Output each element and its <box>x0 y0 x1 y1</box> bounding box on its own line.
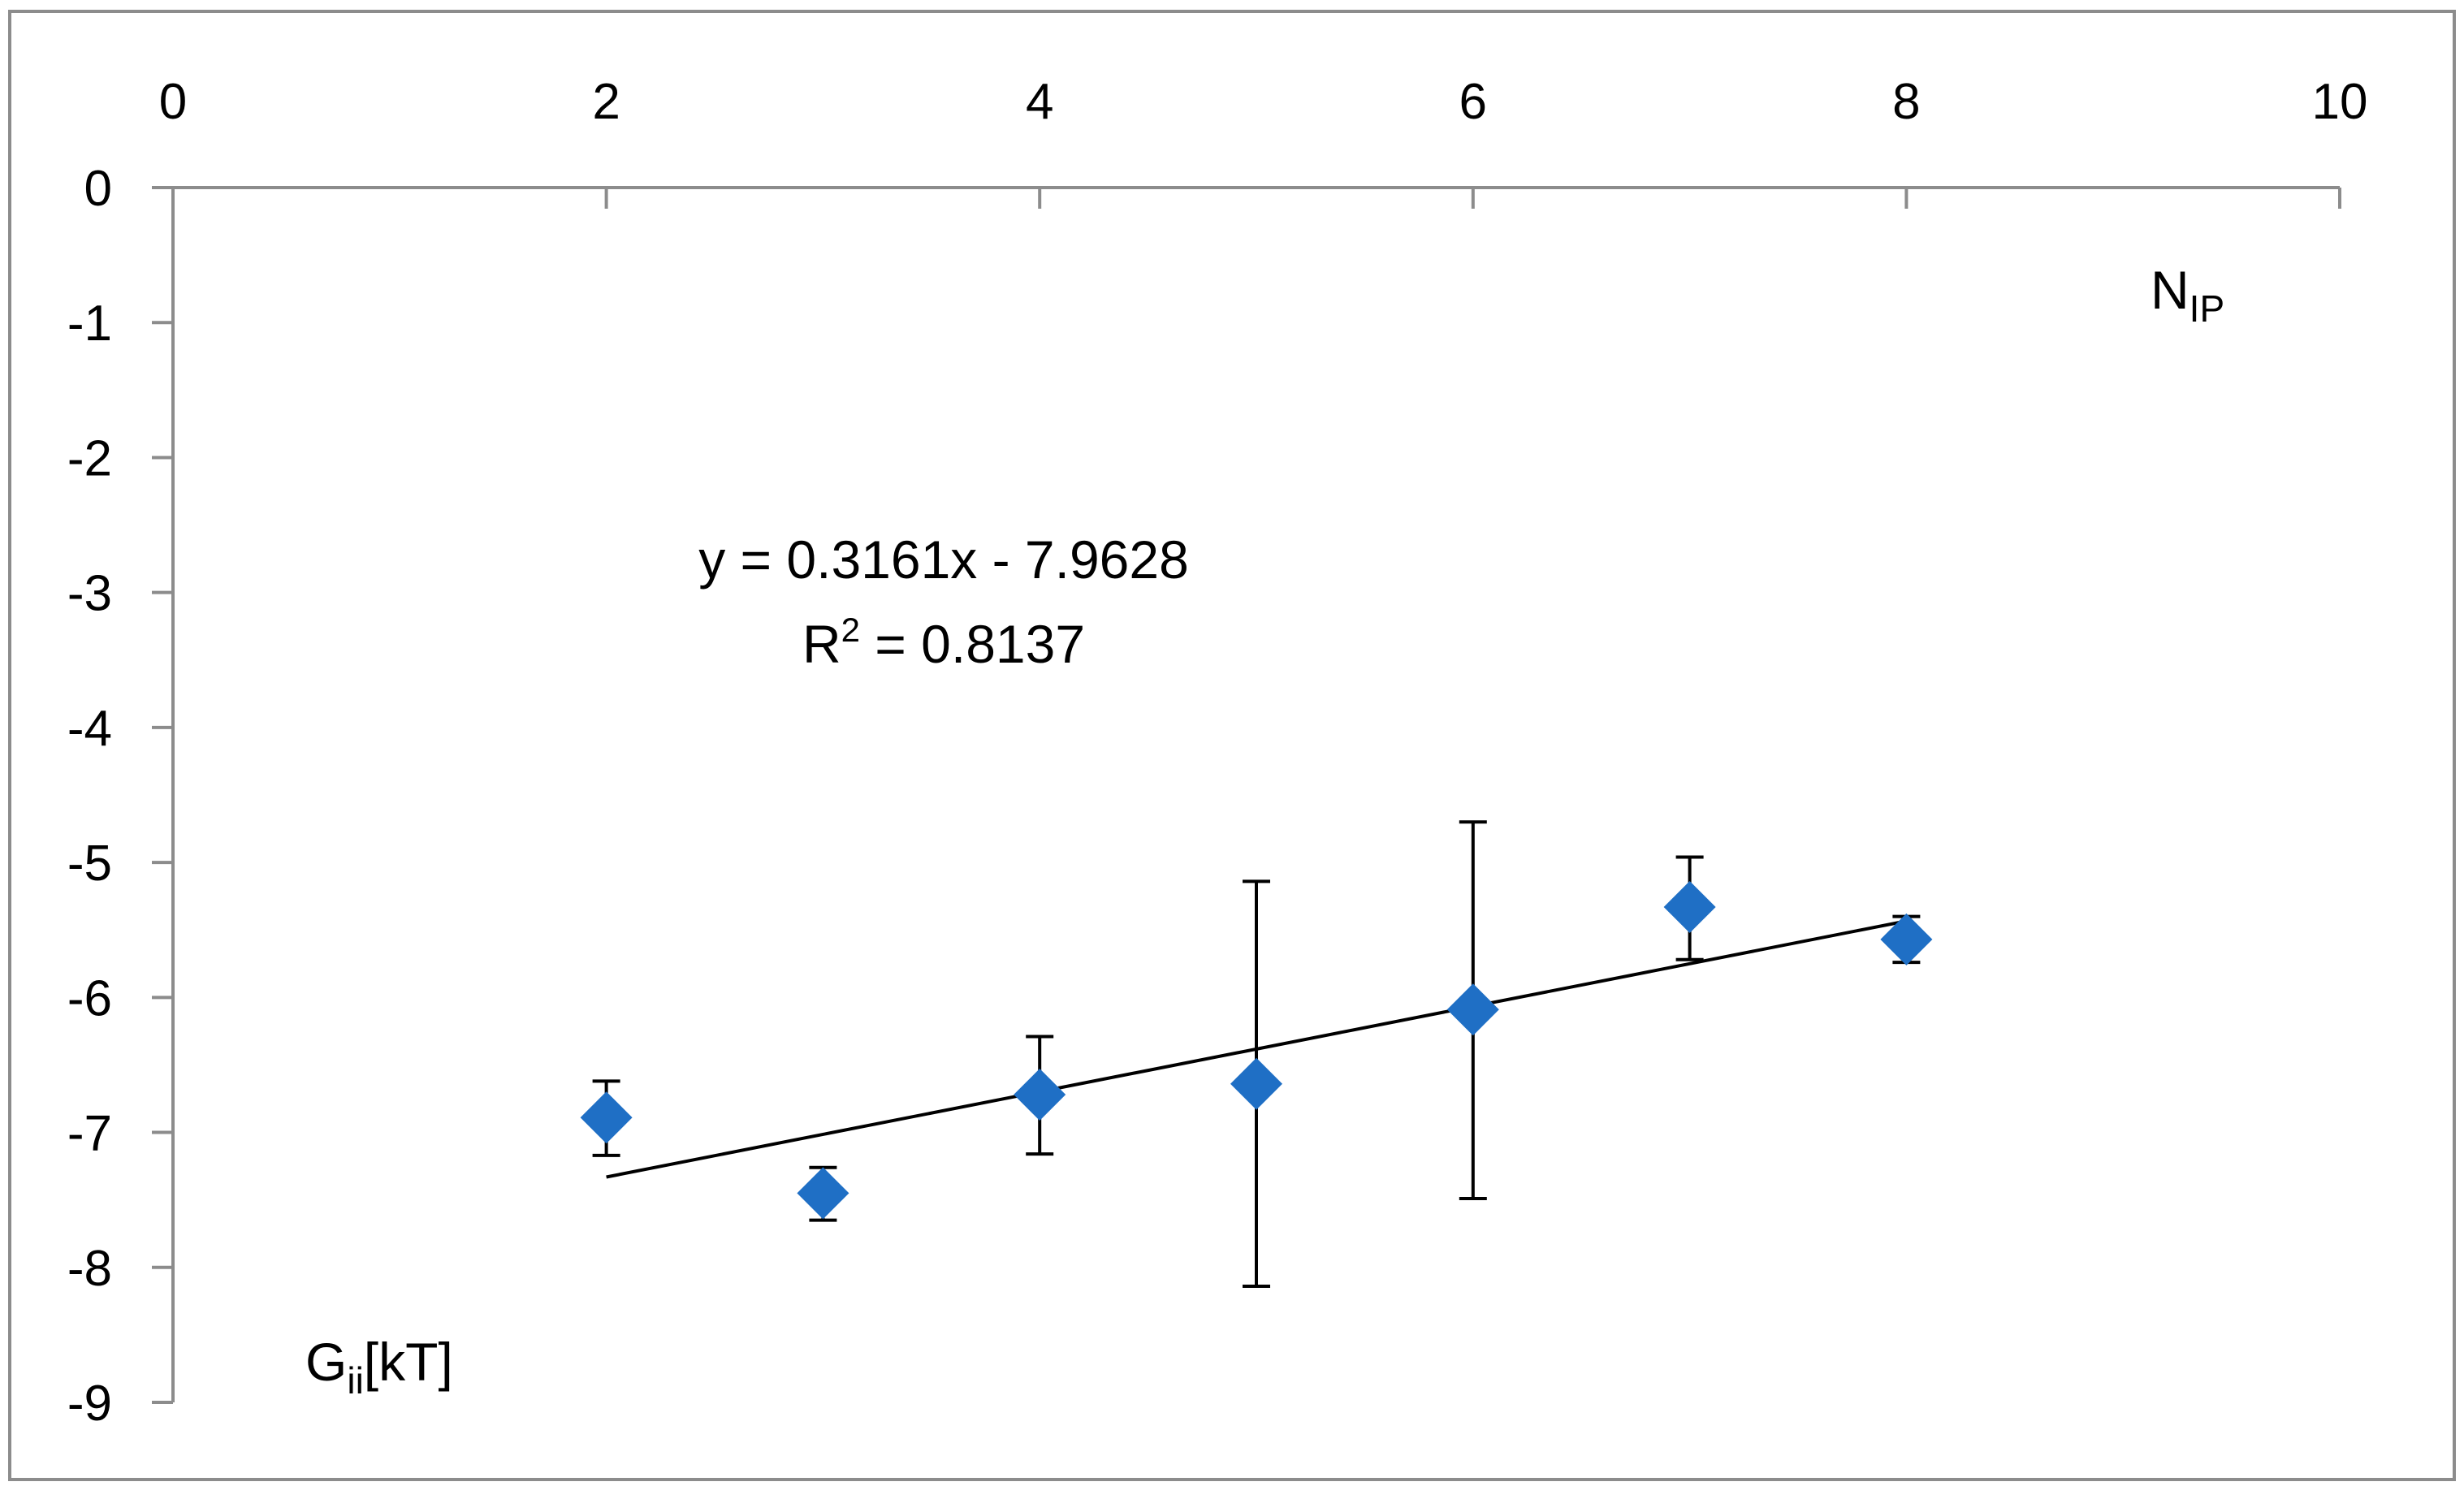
data-point <box>1880 913 1933 965</box>
y-tick-label: -3 <box>67 566 112 622</box>
y-axis: 0 -1 -2 -3 -4 -5 -6 -7 -8 -9 <box>67 161 175 1432</box>
data-point <box>1230 1057 1282 1110</box>
y-tick-label: -1 <box>67 296 112 352</box>
y-tick-label: -5 <box>67 836 112 892</box>
x-axis: 0 2 4 6 8 10 <box>159 74 2368 209</box>
x-tick-label: 10 <box>2312 74 2368 130</box>
chart-border <box>8 10 2456 1481</box>
x-tick-label: 8 <box>1892 74 1920 130</box>
x-tick-label: 2 <box>592 74 620 130</box>
y-tick-label: 0 <box>84 161 112 217</box>
y-tick-label: -2 <box>67 430 112 486</box>
x-tick-label: 6 <box>1459 74 1487 130</box>
data-points <box>580 880 1933 1220</box>
y-tick-label: -6 <box>67 970 112 1026</box>
x-tick-label: 4 <box>1026 74 1053 130</box>
y-tick-label: -4 <box>67 701 112 757</box>
trend-r-squared: R2 = 0.8137 <box>802 611 1085 674</box>
y-axis-title: Gii[kT] <box>305 1332 453 1402</box>
data-point <box>580 1091 633 1144</box>
x-axis-title: NIP <box>2151 260 2224 330</box>
x-tick-label: 0 <box>159 74 187 130</box>
data-point <box>797 1167 849 1220</box>
trendline <box>606 919 1907 1179</box>
data-point <box>1446 983 1499 1036</box>
data-point <box>1014 1069 1066 1121</box>
trend-equation: y = 0.3161x - 7.9628 <box>698 529 1189 590</box>
data-point <box>1663 880 1716 933</box>
y-tick-label: -9 <box>67 1376 112 1432</box>
trendline-group <box>606 919 1907 1179</box>
y-tick-label: -8 <box>67 1241 112 1297</box>
y-tick-label: -7 <box>67 1106 112 1162</box>
